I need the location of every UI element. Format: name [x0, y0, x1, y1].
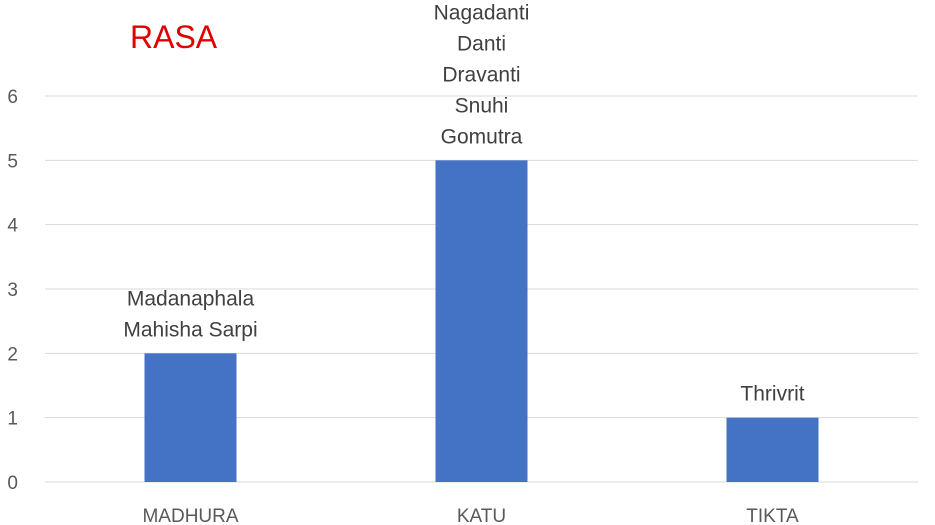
data-label: Mahisha Sarpi: [123, 318, 257, 341]
y-tick-label: 2: [7, 344, 18, 365]
x-category-label: KATU: [457, 506, 506, 525]
data-label: Dravanti: [442, 63, 520, 86]
x-axis-categories: MADHURA KATU TIKTA: [142, 506, 799, 525]
data-label: Snuhi: [455, 94, 509, 117]
x-category-label: MADHURA: [142, 506, 238, 525]
data-label: Thrivrit: [740, 383, 804, 406]
bars: [144, 160, 819, 483]
y-tick-label: 4: [7, 216, 18, 237]
bar: [144, 353, 237, 482]
y-tick-label: 1: [7, 409, 18, 430]
y-tick-label: 0: [7, 473, 18, 494]
bar: [726, 417, 819, 482]
y-tick-label: 3: [7, 280, 18, 301]
y-tick-label: 6: [7, 87, 18, 108]
data-label: Gomutra: [441, 125, 523, 148]
data-label: Nagadanti: [434, 1, 530, 24]
data-labels: Madanaphala Mahisha Sarpi Nagadanti Danti Dr…: [123, 1, 804, 405]
y-tick-label: 5: [7, 151, 18, 172]
data-label: Madanaphala: [127, 287, 255, 310]
bar: [435, 160, 528, 483]
data-label: Danti: [457, 32, 506, 55]
chart-title: RASA: [130, 19, 218, 55]
x-category-label: TIKTA: [746, 506, 799, 525]
y-axis-ticks: 0 1 2 3 4 5 6: [7, 87, 18, 494]
